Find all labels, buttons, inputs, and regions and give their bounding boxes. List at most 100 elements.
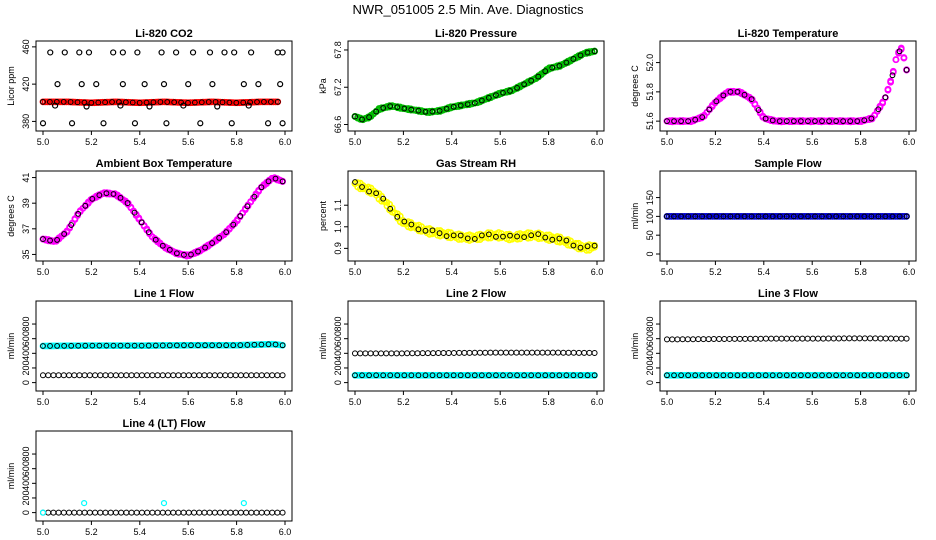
data-point <box>713 372 720 379</box>
data-point <box>274 509 281 516</box>
data-point <box>429 372 436 379</box>
panel-title: Ambient Box Temperature <box>96 158 233 170</box>
y-tick-label: 51.6 <box>645 112 655 130</box>
data-point <box>678 372 684 379</box>
data-point <box>230 342 237 349</box>
x-tick-label: 5.8 <box>230 267 243 277</box>
data-point <box>815 335 822 342</box>
data-point <box>794 335 801 342</box>
data-point <box>66 372 73 379</box>
data-point <box>542 234 549 241</box>
data-point <box>219 99 226 106</box>
data-point <box>171 99 178 106</box>
data-point <box>464 235 471 242</box>
panel-title: Line 2 Flow <box>446 288 506 300</box>
y-axis-label: ml/min <box>630 333 640 360</box>
data-point <box>261 98 267 105</box>
data-point <box>542 372 549 379</box>
data-point <box>122 99 129 106</box>
data-point <box>133 372 140 379</box>
data-point <box>372 350 379 357</box>
line-2-flow-panel: Line 2 Flow 5.0 5.2 5.4 5.6 5.8 6.0 0 2004006008… <box>318 288 605 407</box>
data-point <box>826 213 832 220</box>
data-point <box>245 102 252 109</box>
data-point <box>258 509 265 516</box>
x-tick-label: 5.8 <box>542 397 555 407</box>
data-point <box>755 107 762 113</box>
data-point <box>251 341 258 348</box>
data-point <box>471 349 478 356</box>
data-point <box>529 349 536 356</box>
data-point <box>528 77 535 84</box>
data-point <box>66 509 73 516</box>
y-tick-label: 67.2 <box>333 78 343 96</box>
data-point <box>556 235 563 242</box>
data-point <box>123 372 130 379</box>
data-point <box>882 372 889 379</box>
data-point <box>243 509 250 516</box>
data-point <box>133 509 140 516</box>
data-point <box>868 115 875 122</box>
data-point <box>464 101 471 108</box>
data-point <box>805 372 811 379</box>
data-point <box>544 349 551 356</box>
data-point <box>508 349 515 356</box>
data-point <box>209 342 216 349</box>
data-point <box>833 213 840 220</box>
x-tick-label: 5.2 <box>709 137 722 147</box>
data-point <box>747 335 754 342</box>
data-point <box>507 88 513 94</box>
data-point <box>457 102 464 109</box>
data-point <box>721 335 728 342</box>
data-point <box>577 244 584 251</box>
data-point <box>690 336 697 343</box>
data-point <box>699 114 706 121</box>
data-point <box>97 372 104 379</box>
data-point <box>478 232 485 239</box>
data-point <box>226 99 233 106</box>
data-point <box>591 372 598 379</box>
data-point <box>117 102 124 109</box>
data-point <box>214 103 221 110</box>
data-point <box>61 231 68 237</box>
data-point <box>173 250 180 257</box>
data-point <box>514 85 520 91</box>
data-point <box>230 221 237 228</box>
data-point <box>138 509 145 516</box>
data-point <box>699 213 706 220</box>
data-point <box>539 349 546 356</box>
data-point <box>78 81 85 88</box>
data-point <box>778 335 785 342</box>
data-point <box>393 350 400 357</box>
y-tick-label: 600 <box>333 331 343 346</box>
data-point <box>352 179 358 185</box>
data-point <box>279 49 286 56</box>
data-point <box>222 372 229 379</box>
data-point <box>503 349 510 356</box>
data-point <box>89 342 96 349</box>
data-point <box>170 509 177 516</box>
data-point <box>359 184 365 190</box>
data-point <box>776 372 783 379</box>
data-point <box>861 335 868 342</box>
data-point <box>556 372 563 379</box>
data-point <box>240 81 247 88</box>
data-point <box>560 349 567 356</box>
data-point <box>269 372 276 379</box>
data-point <box>82 342 89 349</box>
data-point <box>797 118 804 125</box>
data-point <box>401 105 408 112</box>
data-point <box>471 372 478 379</box>
data-point <box>716 336 723 343</box>
data-point <box>664 118 670 125</box>
data-point <box>152 342 159 349</box>
x-tick-label: 5.0 <box>37 267 50 277</box>
data-point <box>523 349 530 356</box>
data-point <box>422 108 429 115</box>
data-point <box>748 372 755 379</box>
data-point <box>279 372 286 379</box>
data-point <box>206 49 214 56</box>
line-4-lt-flow-panel: Line 4 (LT) Flow 5.0 5.2 5.4 5.6 5.8 6.0 0 20040… <box>6 418 293 537</box>
data-point <box>591 242 598 249</box>
x-tick-label: 5.8 <box>854 267 867 277</box>
